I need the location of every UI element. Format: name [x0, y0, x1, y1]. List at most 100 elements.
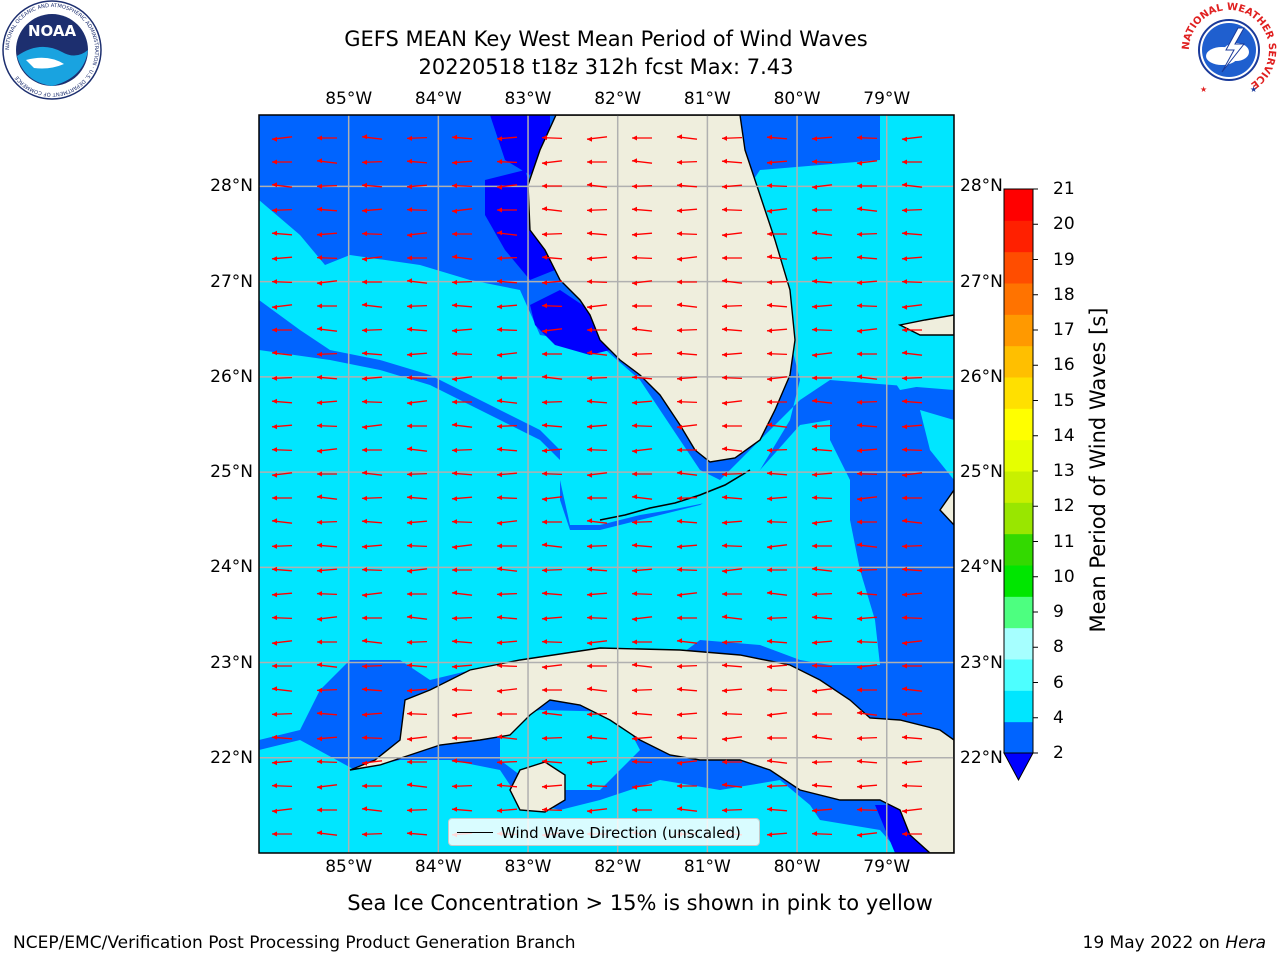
wave-arrow-head-331 [317, 662, 322, 668]
wave-arrow-head-188 [632, 423, 637, 429]
wave-arrow-head-242 [362, 518, 367, 524]
wave-arrow-head-23 [632, 158, 637, 164]
wave-arrow-head-78 [407, 255, 412, 261]
wave-arrow-head-403 [857, 758, 862, 764]
wave-arrow-head-62 [362, 231, 367, 237]
wave-arrow-head-177 [812, 398, 817, 404]
wave-arrow-head-428 [632, 807, 637, 813]
wave-arrow-head-367 [587, 711, 592, 717]
wave-arrow-head-221 [767, 470, 772, 476]
wave-arrow-head-153 [407, 375, 412, 381]
wave-arrow-head-393 [407, 759, 412, 765]
wave-arrow-head-219 [677, 470, 682, 476]
wave-arrow-head-340 [722, 662, 727, 668]
noaa-logo-text: NOAA [28, 22, 77, 40]
wave-arrow-head-140 [497, 352, 502, 358]
wave-arrow-head-143 [632, 351, 637, 357]
footer-date-text: 19 May 2022 on [1082, 933, 1226, 953]
wave-arrow-head-196 [317, 448, 322, 454]
wave-arrow-head-40 [722, 184, 727, 190]
lon-tick-top-1: 84°W [414, 89, 462, 109]
wave-arrow-head-130 [722, 326, 727, 332]
wave-arrow-head-107 [362, 302, 367, 308]
wave-arrow-head-329 [902, 640, 907, 646]
wave-arrow-head-269 [902, 543, 907, 549]
wave-arrow-head-218 [632, 471, 637, 477]
wave-arrow-head-30 [272, 182, 277, 188]
lat-tick-right-6: 22°N [960, 747, 1003, 768]
wave-arrow-head-55 [722, 207, 727, 213]
colorbar-segment-0 [1004, 721, 1033, 754]
lon-tick-top-0: 85°W [325, 89, 373, 109]
wave-arrow-head-262 [587, 543, 592, 549]
wave-arrow-head-29 [902, 159, 907, 165]
wave-arrow-head-419 [902, 783, 907, 789]
wave-arrow-head-135 [272, 350, 277, 356]
lon-tick-top-4: 81°W [683, 89, 731, 109]
wave-arrow-head-74 [902, 230, 907, 236]
wave-arrow-head-409 [452, 783, 457, 789]
wave-arrow-head-323 [632, 639, 637, 645]
wave-arrow-head-268 [857, 542, 862, 548]
wave-arrow-head-253 [857, 519, 862, 525]
wave-arrow-head-373 [857, 710, 862, 716]
colorbar-label: Mean Period of Wind Waves [s] [1086, 307, 1110, 633]
wave-arrow-head-110 [497, 304, 502, 310]
wave-arrow-head-101 [767, 279, 772, 285]
wave-arrow-head-116 [767, 302, 772, 308]
colorbar-segment-1 [1004, 690, 1033, 723]
wave-arrow-head-284 [902, 566, 907, 572]
wave-arrow-head-435 [272, 831, 277, 837]
colorbar-tick-15: 20 [1053, 214, 1075, 235]
wave-arrow-head-94 [452, 279, 457, 285]
wave-arrow-head-2 [362, 134, 367, 140]
wave-arrow-head-338 [632, 662, 637, 668]
legend-line-sample [457, 832, 493, 833]
wave-arrow-head-150 [272, 375, 277, 381]
colorbar-segment-4 [1004, 596, 1033, 629]
chart-title: GEFS MEAN Key West Mean Period of Wind W… [344, 27, 868, 51]
lat-tick-left-2: 26°N [210, 366, 253, 387]
wave-arrow-head-438 [407, 830, 412, 836]
wave-arrow-head-79 [452, 254, 457, 260]
wave-arrow-head-390 [272, 760, 277, 766]
wave-arrow-head-122 [362, 327, 367, 333]
colorbar-tick-5: 10 [1053, 566, 1075, 587]
wave-arrow-head-163 [857, 374, 862, 380]
lat-tick-right-0: 28°N [960, 176, 1003, 197]
wave-arrow-head-13 [857, 135, 862, 141]
wave-arrow-head-432 [812, 808, 817, 814]
wave-arrow-head-312 [812, 614, 817, 620]
wave-arrow-head-303 [407, 614, 412, 620]
wave-arrow-head-72 [812, 230, 817, 236]
wave-arrow-head-292 [587, 592, 592, 598]
lat-tick-left-1: 27°N [210, 271, 253, 292]
wave-arrow-head-127 [587, 327, 592, 333]
wave-arrow-head-210 [272, 472, 277, 478]
wave-arrow-head-226 [317, 494, 322, 500]
wave-arrow-head-212 [362, 470, 367, 476]
wave-arrow-head-147 [812, 352, 817, 358]
wave-arrow-head-295 [722, 591, 727, 597]
wave-arrow-head-304 [452, 615, 457, 621]
wave-arrow-head-401 [767, 758, 772, 764]
wave-arrow-head-263 [632, 542, 637, 548]
wave-arrow-head-316 [317, 639, 322, 645]
wave-arrow-head-296 [767, 590, 772, 596]
florida-peninsula [527, 115, 796, 463]
wave-arrow-head-383 [632, 736, 637, 742]
wave-arrow-head-198 [407, 446, 412, 452]
wave-arrow-head-271 [317, 568, 322, 574]
lon-tick-bottom-3: 82°W [594, 857, 642, 877]
wave-arrow-head-346 [317, 687, 322, 693]
wave-arrow-head-248 [632, 519, 637, 525]
lat-tick-right-3: 25°N [960, 462, 1003, 483]
wave-arrow-head-48 [407, 207, 412, 213]
wave-arrow-head-123 [407, 326, 412, 332]
colorbar-tick-6: 11 [1053, 531, 1075, 552]
wave-arrow-head-43 [857, 183, 862, 189]
colorbar-tick-4: 9 [1053, 602, 1064, 622]
wave-arrow-head-46 [317, 206, 322, 212]
wave-arrow-head-47 [362, 208, 367, 214]
wave-arrow-head-420 [272, 808, 277, 814]
